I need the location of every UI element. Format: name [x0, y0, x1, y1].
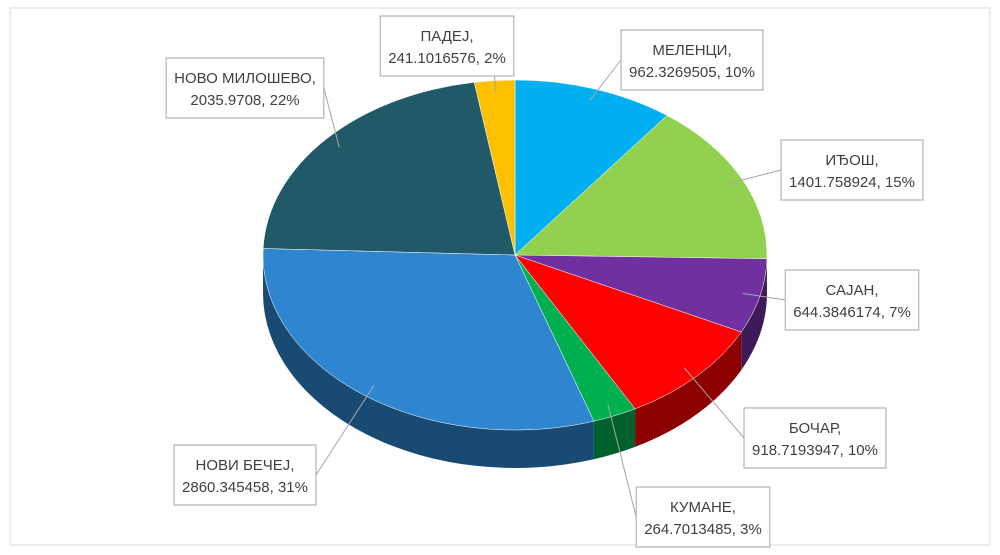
data-label-box — [780, 139, 924, 201]
data-label-text: НОВИ БЕЧЕЈ, 2860.345458, 31% — [182, 457, 308, 496]
data-label: КУМАНЕ, 264.7013485, 3% — [635, 486, 771, 548]
data-label-box — [635, 486, 771, 548]
data-label-separator: , — [875, 152, 879, 169]
data-label-name: ПАДЕЈ — [420, 28, 469, 45]
pie-slice-side — [741, 258, 767, 370]
data-label-text: МЕЛЕНЦИ, 962.3269505, 10% — [629, 42, 755, 81]
leader-line — [315, 384, 375, 476]
data-label-value: 962.3269505, 10% — [629, 64, 755, 81]
leader-line — [725, 169, 782, 185]
data-label-category: НОВО МИЛОШЕВО, — [174, 70, 316, 87]
data-label-category: МЕЛЕНЦИ, — [652, 42, 731, 59]
data-labels: МЕЛЕНЦИ, 962.3269505, 10% ИЂОШ, 1401.758924… — [165, 15, 924, 548]
leader-line — [607, 404, 637, 518]
pie-sides — [263, 255, 767, 468]
pie-slice-side — [263, 255, 594, 468]
leader-line — [742, 292, 786, 301]
data-label-value: 2860.345458, 31% — [182, 479, 308, 496]
data-label-name: САЈАН — [825, 282, 874, 299]
data-label-category: САЈАН, — [825, 282, 878, 299]
data-label-box — [743, 407, 887, 469]
data-label-box — [173, 444, 317, 506]
pie-slice — [514, 79, 668, 256]
data-label-box — [165, 57, 325, 119]
leader-line — [683, 367, 745, 439]
data-label-text: НОВО МИЛОШЕВО, 2035.9708, 22% — [174, 70, 316, 109]
data-label-category: КУМАНЕ, — [670, 499, 736, 516]
pie-slice — [514, 254, 742, 410]
data-label-text: ИЂОШ, 1401.758924, 15% — [789, 152, 915, 191]
data-label-category: ИЂОШ, — [825, 152, 878, 169]
data-label-category: ПАДЕЈ, — [420, 28, 473, 45]
data-label-separator: , — [727, 42, 731, 59]
data-label-category: БОЧАР, — [789, 420, 841, 437]
data-label-separator: , — [290, 457, 294, 474]
data-label-text: ПАДЕЈ, 241.1016576, 2% — [388, 28, 506, 67]
data-label-category: НОВИ БЕЧЕЈ, — [196, 457, 295, 474]
data-label-name: НОВО МИЛОШЕВО — [174, 70, 312, 87]
data-label-name: МЕЛЕНЦИ — [652, 42, 727, 59]
data-label: БОЧАР, 918.7193947, 10% — [743, 407, 887, 469]
data-label-value: 264.7013485, 3% — [644, 521, 762, 538]
data-label-separator: , — [874, 282, 878, 299]
pie-slice — [262, 248, 595, 431]
data-label-name: ИЂОШ — [825, 152, 874, 169]
leader-line — [589, 59, 622, 102]
data-label-value: 241.1016576, 2% — [388, 50, 506, 67]
data-label-text: БОЧАР, 918.7193947, 10% — [752, 420, 878, 459]
data-label-value: 644.3846174, 7% — [793, 304, 911, 321]
data-label: САЈАН, 644.3846174, 7% — [784, 269, 920, 331]
pie-slice-side — [635, 331, 742, 447]
data-label-box — [379, 15, 515, 77]
data-label: НОВО МИЛОШЕВО, 2035.9708, 22% — [165, 57, 325, 119]
pie-tops — [262, 79, 768, 431]
data-label-box — [620, 29, 764, 91]
data-label-separator: , — [837, 420, 841, 437]
pie-slice-side — [593, 408, 636, 460]
data-label-value: 1401.758924, 15% — [789, 174, 915, 191]
data-label-separator: , — [312, 70, 316, 87]
data-label-name: КУМАНЕ — [670, 499, 732, 516]
data-label-text: САЈАН, 644.3846174, 7% — [793, 282, 911, 321]
data-label: МЕЛЕНЦИ, 962.3269505, 10% — [620, 29, 764, 91]
leader-line — [323, 87, 340, 148]
data-label-name: БОЧАР — [789, 420, 840, 437]
data-label-name: НОВИ БЕЧЕЈ — [196, 457, 291, 474]
pie-slice — [262, 82, 516, 256]
data-label-separator: , — [732, 499, 736, 516]
pie-slice — [514, 115, 768, 259]
data-label: НОВИ БЕЧЕЈ, 2860.345458, 31% — [173, 444, 317, 506]
data-label: ИЂОШ, 1401.758924, 15% — [780, 139, 924, 201]
data-label: ПАДЕЈ, 241.1016576, 2% — [379, 15, 515, 77]
data-label-box — [784, 269, 920, 331]
data-label-value: 918.7193947, 10% — [752, 442, 878, 459]
data-label-separator: , — [469, 28, 473, 45]
data-label-text: КУМАНЕ, 264.7013485, 3% — [644, 499, 762, 538]
leader-line — [494, 75, 497, 93]
data-label-value: 2035.9708, 22% — [190, 92, 299, 109]
